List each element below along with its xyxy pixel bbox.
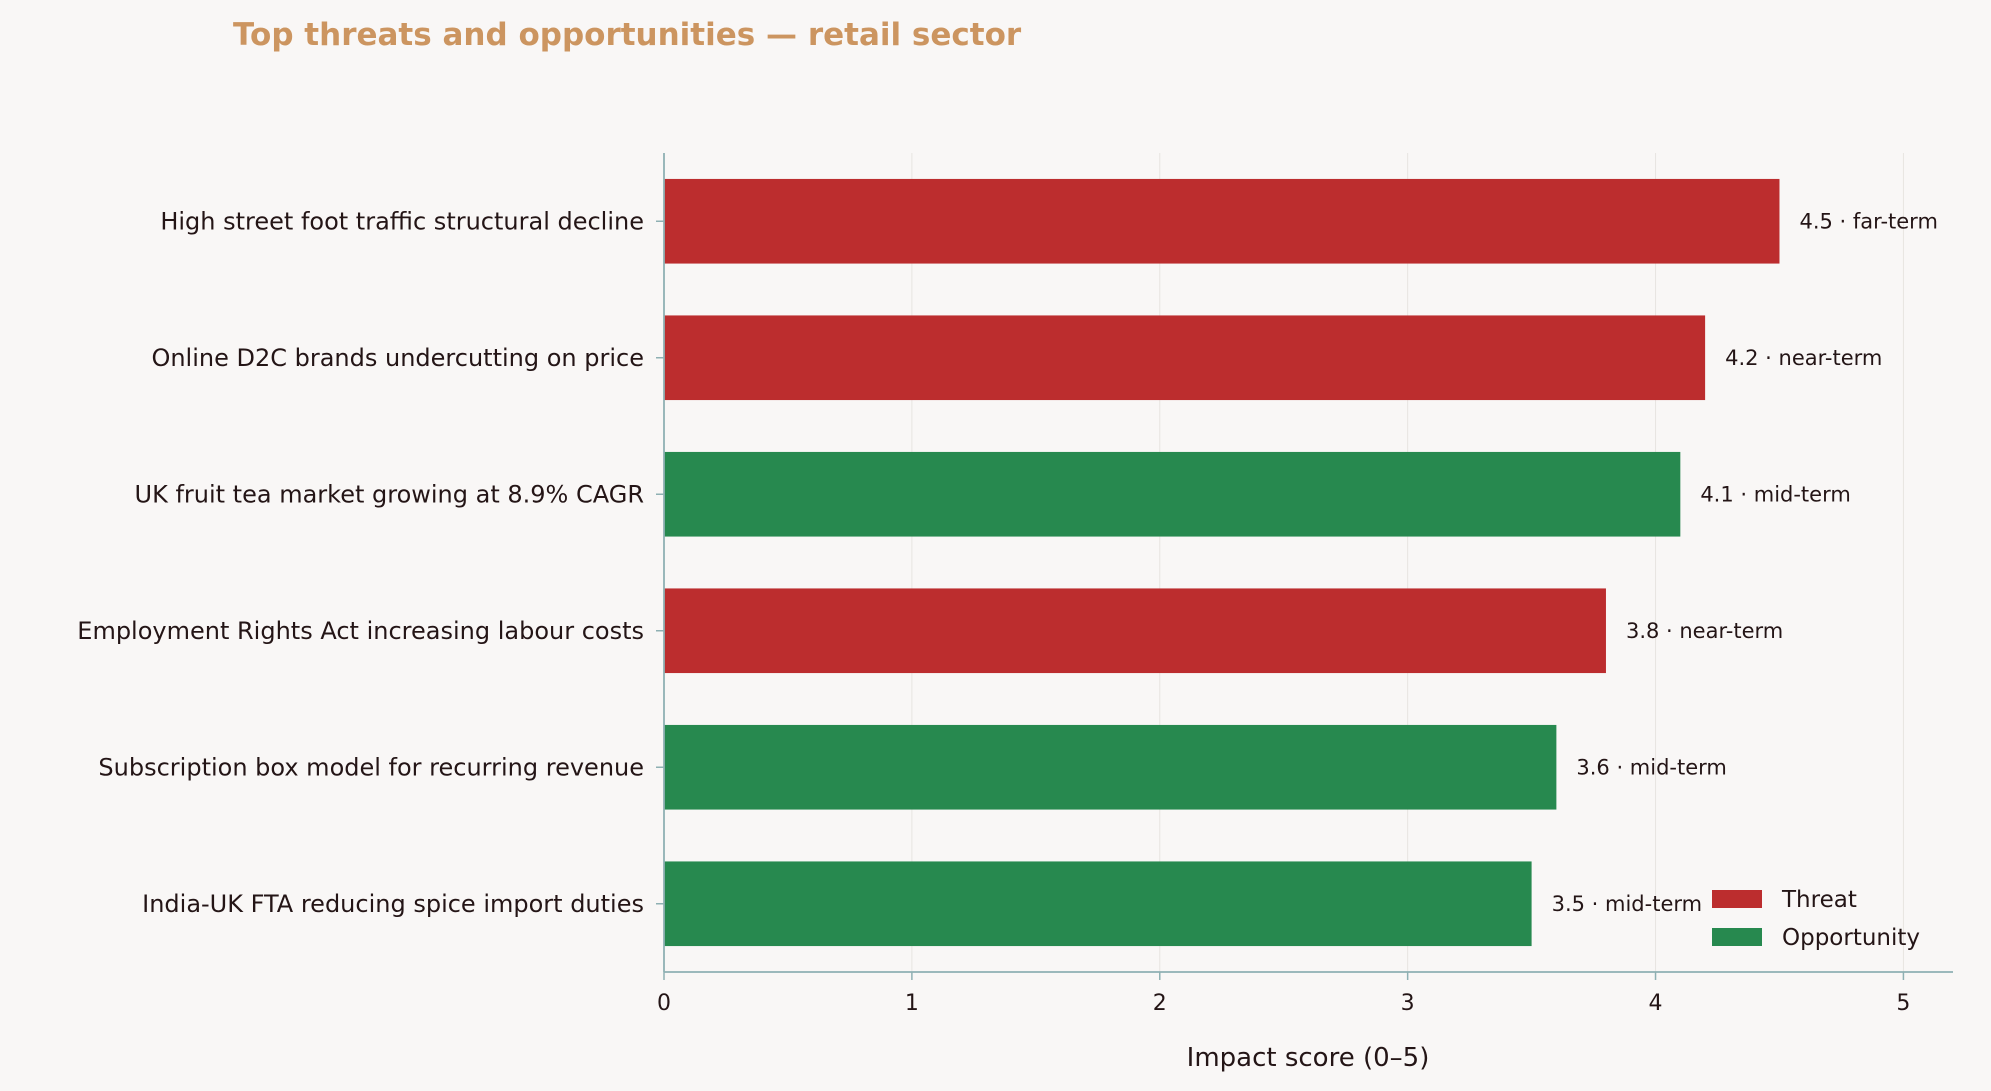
labels: High street foot traffic structural decl…	[77, 207, 1938, 918]
data-label-0: 4.5 · far-term	[1799, 209, 1937, 233]
category-label-4: Subscription box model for recurring rev…	[98, 753, 644, 781]
category-label-2: UK fruit tea market growing at 8.9% CAGR	[135, 480, 644, 508]
category-label-0: High street foot traffic structural decl…	[160, 207, 644, 235]
category-label-1: Online D2C brands undercutting on price	[151, 344, 644, 372]
x-axis-label: Impact score (0–5)	[1187, 1043, 1430, 1073]
legend-label-opportunity: Opportunity	[1782, 925, 1920, 951]
x-tick-label-0: 0	[657, 991, 671, 1016]
chart-title: Top threats and opportunities — retail s…	[233, 17, 1022, 53]
x-tick-label-5: 5	[1896, 991, 1910, 1016]
axes: 0 1 2 3 4 5	[656, 153, 1953, 1016]
data-label-5: 3.5 · mid-term	[1552, 892, 1703, 916]
bar-2	[664, 451, 1681, 537]
legend: Threat Opportunity	[1712, 887, 1920, 951]
category-label-5: India-UK FTA reducing spice import dutie…	[142, 890, 644, 918]
data-label-1: 4.2 · near-term	[1725, 346, 1882, 370]
legend-swatch-opportunity	[1712, 928, 1762, 946]
bar-5	[664, 861, 1532, 947]
bar-4	[664, 724, 1557, 810]
x-tick-label-3: 3	[1401, 991, 1415, 1016]
data-label-3: 3.8 · near-term	[1626, 619, 1783, 643]
bars	[664, 178, 1780, 947]
bar-1	[664, 315, 1706, 401]
bar-3	[664, 588, 1606, 674]
category-label-3: Employment Rights Act increasing labour …	[77, 617, 644, 645]
x-tick-label-2: 2	[1153, 991, 1167, 1016]
bar-0	[664, 178, 1780, 264]
x-tick-label-4: 4	[1649, 991, 1663, 1016]
legend-label-threat: Threat	[1781, 887, 1857, 913]
legend-swatch-threat	[1712, 890, 1762, 908]
grid-lines	[911, 153, 1904, 972]
x-tick-label-1: 1	[905, 991, 919, 1016]
data-label-2: 4.1 · mid-term	[1700, 482, 1851, 506]
data-label-4: 3.6 · mid-term	[1576, 755, 1727, 779]
